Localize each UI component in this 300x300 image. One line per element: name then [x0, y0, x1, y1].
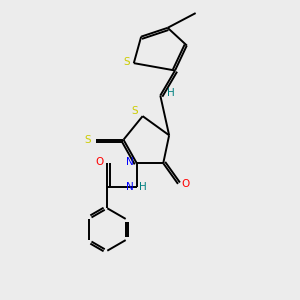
Text: S: S: [131, 106, 138, 116]
Text: S: S: [123, 57, 130, 67]
Text: H: H: [167, 88, 175, 98]
Text: N: N: [126, 157, 134, 167]
Text: S: S: [85, 135, 92, 145]
Text: O: O: [95, 157, 103, 167]
Text: N: N: [126, 182, 134, 192]
Text: O: O: [181, 179, 190, 189]
Text: H: H: [140, 182, 147, 192]
